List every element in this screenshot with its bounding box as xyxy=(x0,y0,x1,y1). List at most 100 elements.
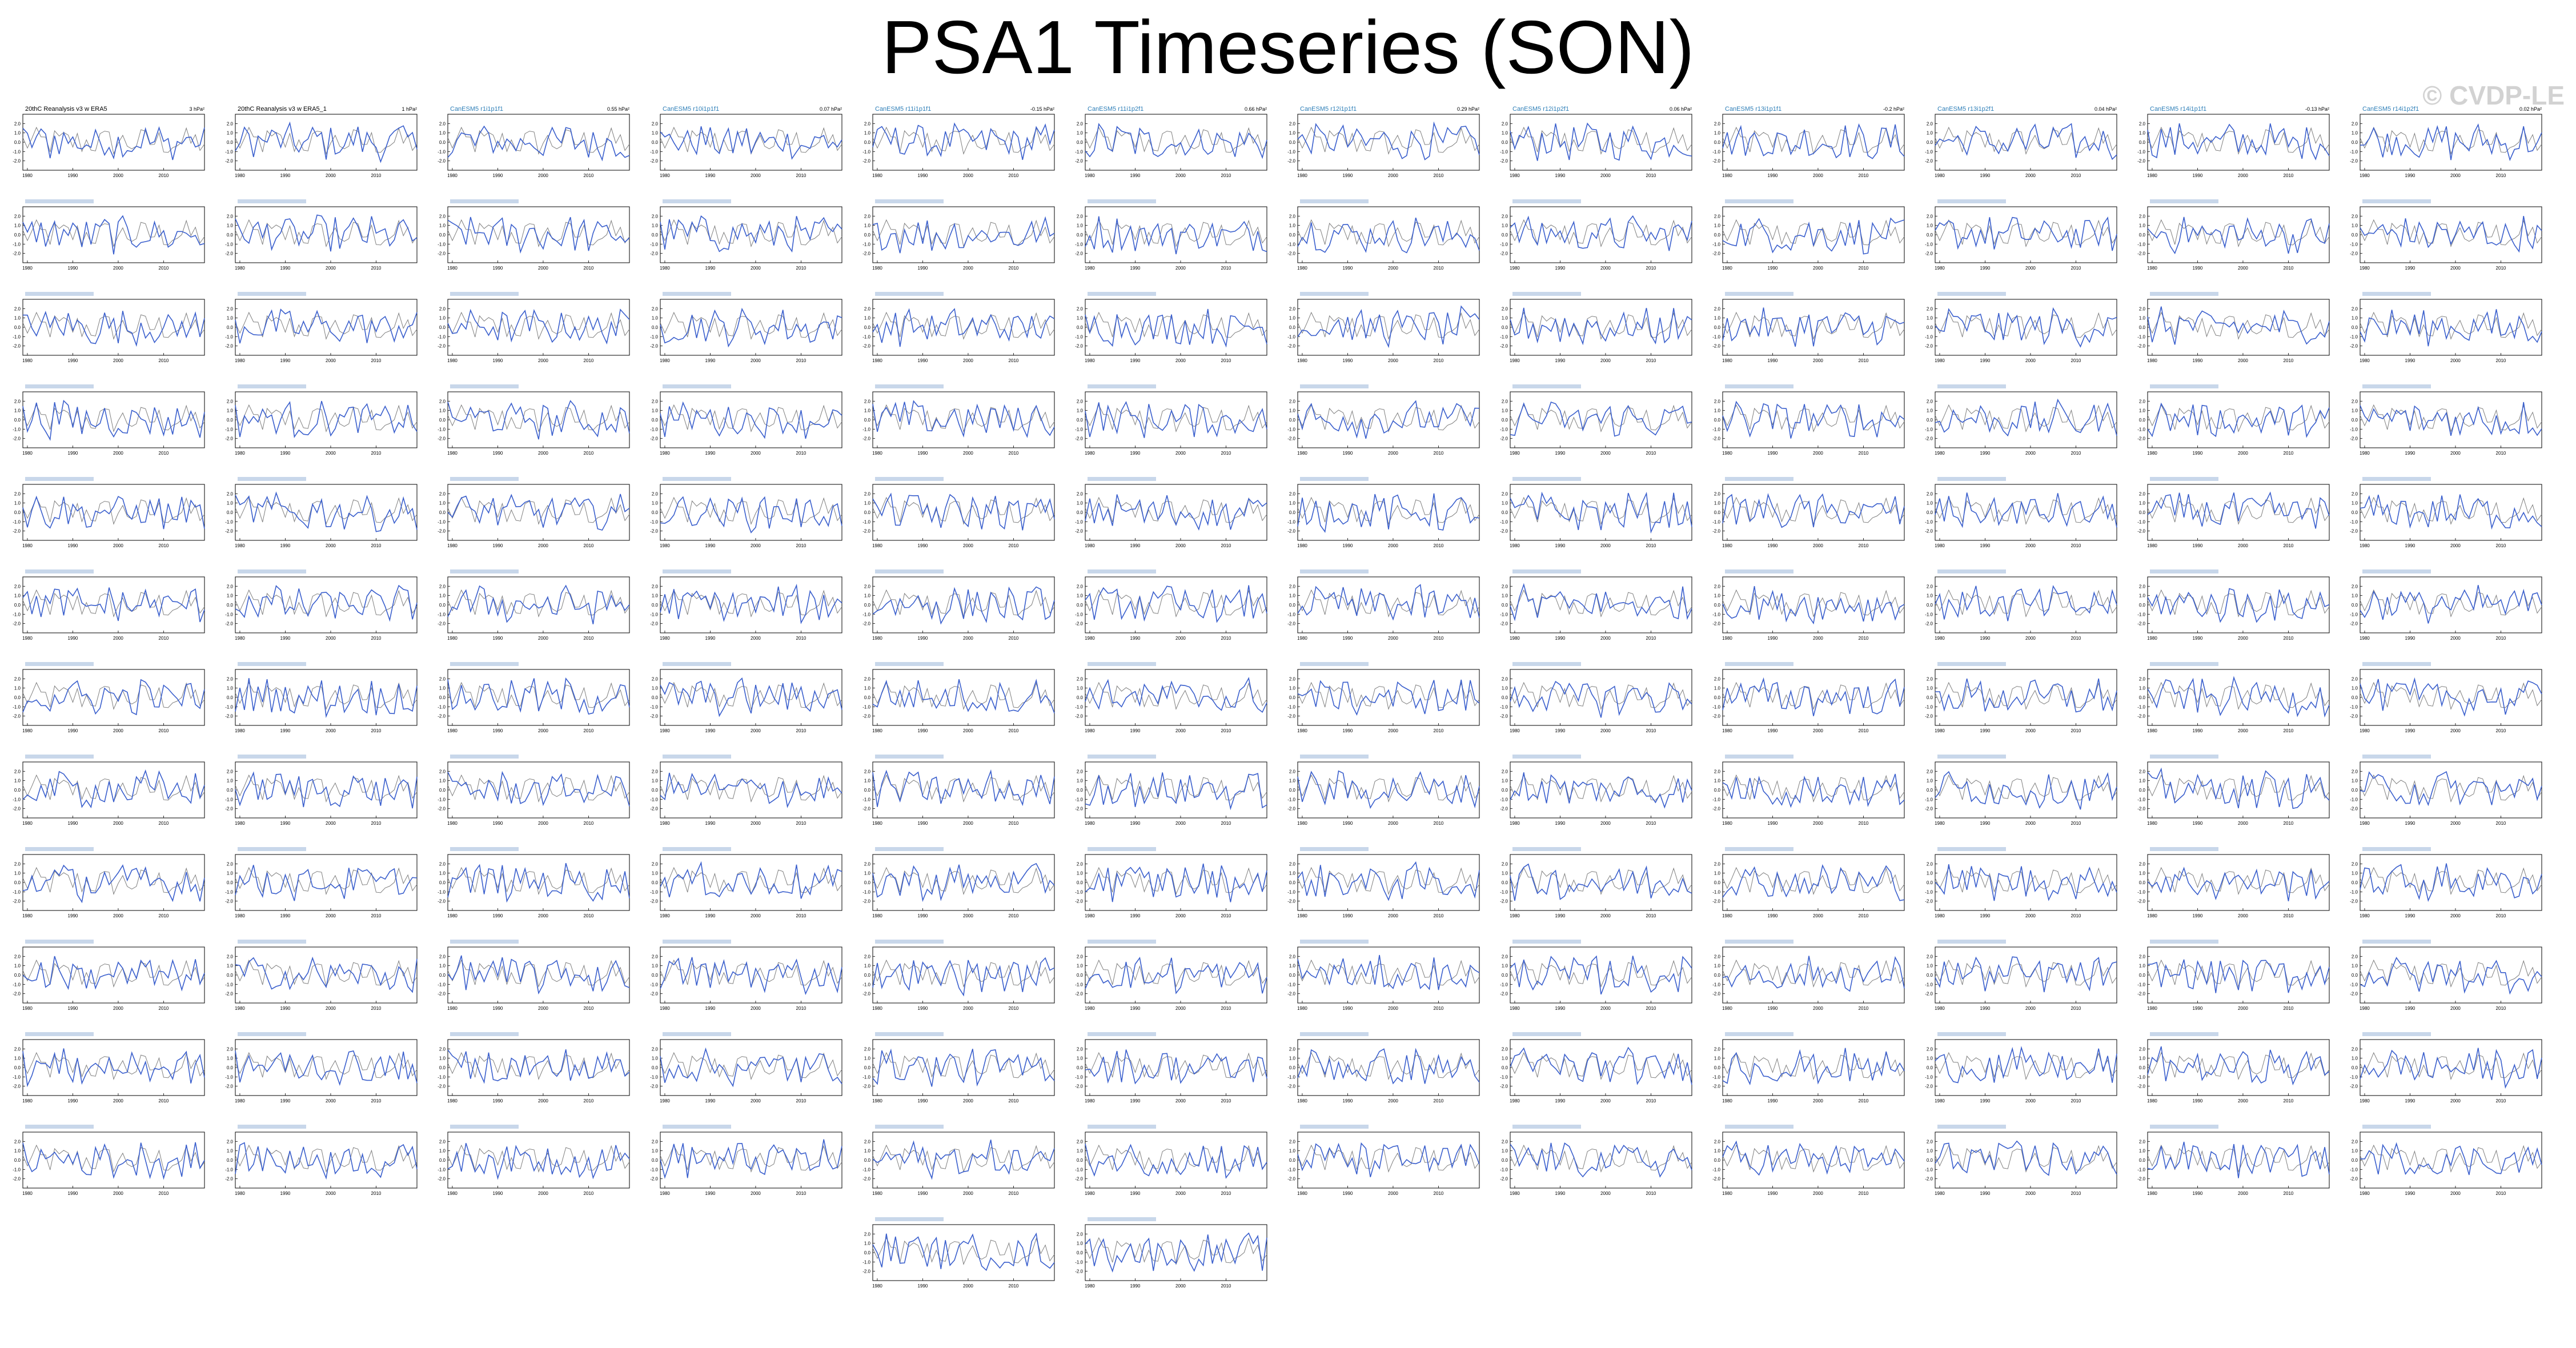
obs-series-line xyxy=(2360,311,2542,340)
panel-frame xyxy=(1722,206,1905,263)
panel-frame xyxy=(1510,484,1692,541)
x-tick-label: 2000 xyxy=(1813,1006,1823,1011)
panel-label-placeholder xyxy=(875,940,944,944)
x-tick-label: 2000 xyxy=(2238,1098,2248,1104)
x-tick-label: 2000 xyxy=(751,636,761,641)
model-series-line xyxy=(1722,677,1905,716)
obs-series-line xyxy=(660,1052,842,1080)
y-tick-label: -2.0 xyxy=(862,251,870,256)
obs-series-line xyxy=(2147,959,2330,988)
obs-series-line xyxy=(2360,866,2542,895)
panel-frame xyxy=(660,114,842,171)
y-tick-label: -2.0 xyxy=(862,714,870,719)
panel-value: 0.04 hPa² xyxy=(2094,106,2117,112)
x-tick-label: 2010 xyxy=(1434,1006,1444,1011)
y-tick-label: -2.0 xyxy=(1500,1084,1508,1089)
y-tick-label: 2.0 xyxy=(2352,769,2358,774)
y-tick-label: 1.0 xyxy=(1289,686,1296,691)
y-tick-label: -1.0 xyxy=(1287,149,1295,154)
y-tick-label: -2.0 xyxy=(2137,159,2145,164)
x-tick-label: 1980 xyxy=(660,358,670,363)
y-tick-label: -1.0 xyxy=(862,797,870,802)
x-tick-label: 2000 xyxy=(538,821,548,826)
panel-label-placeholder xyxy=(1937,477,2006,481)
y-tick-label: 2.0 xyxy=(439,306,446,311)
x-tick-label: 2000 xyxy=(2450,266,2461,271)
y-tick-label: 2.0 xyxy=(1077,584,1084,589)
x-tick-label: 1980 xyxy=(872,1191,882,1196)
x-tick-label: 2000 xyxy=(2450,1098,2461,1104)
y-tick-label: 0.0 xyxy=(439,788,446,793)
panel-frame xyxy=(660,1039,842,1096)
y-tick-label: -2.0 xyxy=(1287,529,1295,534)
x-tick-label: 2010 xyxy=(1646,636,1656,641)
panel-label-placeholder xyxy=(25,569,94,573)
y-tick-label: 0.0 xyxy=(1502,418,1508,423)
y-tick-label: 1.0 xyxy=(652,964,659,969)
panel-label-placeholder xyxy=(25,1125,94,1129)
y-tick-label: -1.0 xyxy=(225,1167,233,1172)
y-tick-label: 0.0 xyxy=(2352,695,2358,700)
model-series-line xyxy=(235,1142,418,1180)
x-tick-label: 1980 xyxy=(660,728,670,733)
y-tick-label: -2.0 xyxy=(2137,344,2145,349)
x-tick-label: 2010 xyxy=(2496,913,2506,918)
x-tick-label: 1980 xyxy=(1722,1006,1732,1011)
panel-frame xyxy=(1085,1132,1267,1189)
panel-label-placeholder xyxy=(238,1125,306,1129)
y-tick-label: 1.0 xyxy=(1927,779,1933,784)
model-series-line xyxy=(1297,493,1480,533)
x-tick-label: 1990 xyxy=(493,451,503,456)
x-tick-label: 2000 xyxy=(538,1191,548,1196)
panel-label: CanESM5 r13i1p2f1 xyxy=(1937,106,1994,113)
x-tick-label: 1990 xyxy=(68,358,78,363)
panel-label-placeholder xyxy=(1937,569,2006,573)
x-tick-label: 1990 xyxy=(705,913,716,918)
y-tick-label: 1.0 xyxy=(2352,593,2358,599)
y-tick-label: 0.0 xyxy=(864,1158,871,1163)
obs-series-line xyxy=(2360,1144,2542,1173)
x-tick-label: 1990 xyxy=(2193,1191,2203,1196)
y-tick-label: 2.0 xyxy=(14,861,21,866)
y-tick-label: 2.0 xyxy=(14,1046,21,1052)
model-series-line xyxy=(660,496,842,533)
panel-frame xyxy=(2360,946,2542,1004)
y-tick-label: -1.0 xyxy=(2137,1167,2145,1172)
y-tick-label: -1.0 xyxy=(1500,334,1508,339)
model-series-line xyxy=(1510,401,1692,437)
y-tick-label: 1.0 xyxy=(864,1056,871,1061)
panel-label-placeholder xyxy=(450,292,519,296)
y-tick-label: -1.0 xyxy=(1925,982,1933,987)
panel-label-placeholder xyxy=(875,1217,944,1221)
y-tick-label: -1.0 xyxy=(225,1074,233,1080)
x-tick-label: 2010 xyxy=(2284,266,2294,271)
y-tick-label: 2.0 xyxy=(1289,491,1296,496)
y-tick-label: 1.0 xyxy=(1927,686,1933,691)
obs-series-line xyxy=(660,681,842,710)
y-tick-label: -1.0 xyxy=(862,242,870,247)
model-series-line xyxy=(660,215,842,253)
y-tick-label: 1.0 xyxy=(652,408,659,414)
y-tick-label: -2.0 xyxy=(1712,251,1720,256)
x-tick-label: 1980 xyxy=(447,636,458,641)
obs-series-line xyxy=(1722,1144,1905,1173)
x-tick-label: 2010 xyxy=(159,1191,169,1196)
panel-label-placeholder xyxy=(2362,755,2431,759)
model-series-line xyxy=(1722,307,1905,347)
x-tick-label: 1980 xyxy=(22,358,33,363)
x-tick-label: 2000 xyxy=(1600,636,1611,641)
panel-label-placeholder xyxy=(2362,662,2431,666)
x-tick-label: 2010 xyxy=(1859,266,1869,271)
y-tick-label: 0.0 xyxy=(1077,880,1084,885)
x-tick-label: 1980 xyxy=(2147,1098,2157,1104)
x-tick-label: 2010 xyxy=(1221,1283,1231,1289)
y-tick-label: 2.0 xyxy=(1289,1139,1296,1144)
x-tick-label: 2000 xyxy=(963,173,973,178)
x-tick-label: 1990 xyxy=(705,1098,716,1104)
y-tick-label: -2.0 xyxy=(2137,529,2145,534)
y-tick-label: 1.0 xyxy=(439,131,446,136)
y-tick-label: 0.0 xyxy=(14,1158,21,1163)
x-tick-label: 2010 xyxy=(796,358,806,363)
y-tick-label: 2.0 xyxy=(1502,121,1508,126)
